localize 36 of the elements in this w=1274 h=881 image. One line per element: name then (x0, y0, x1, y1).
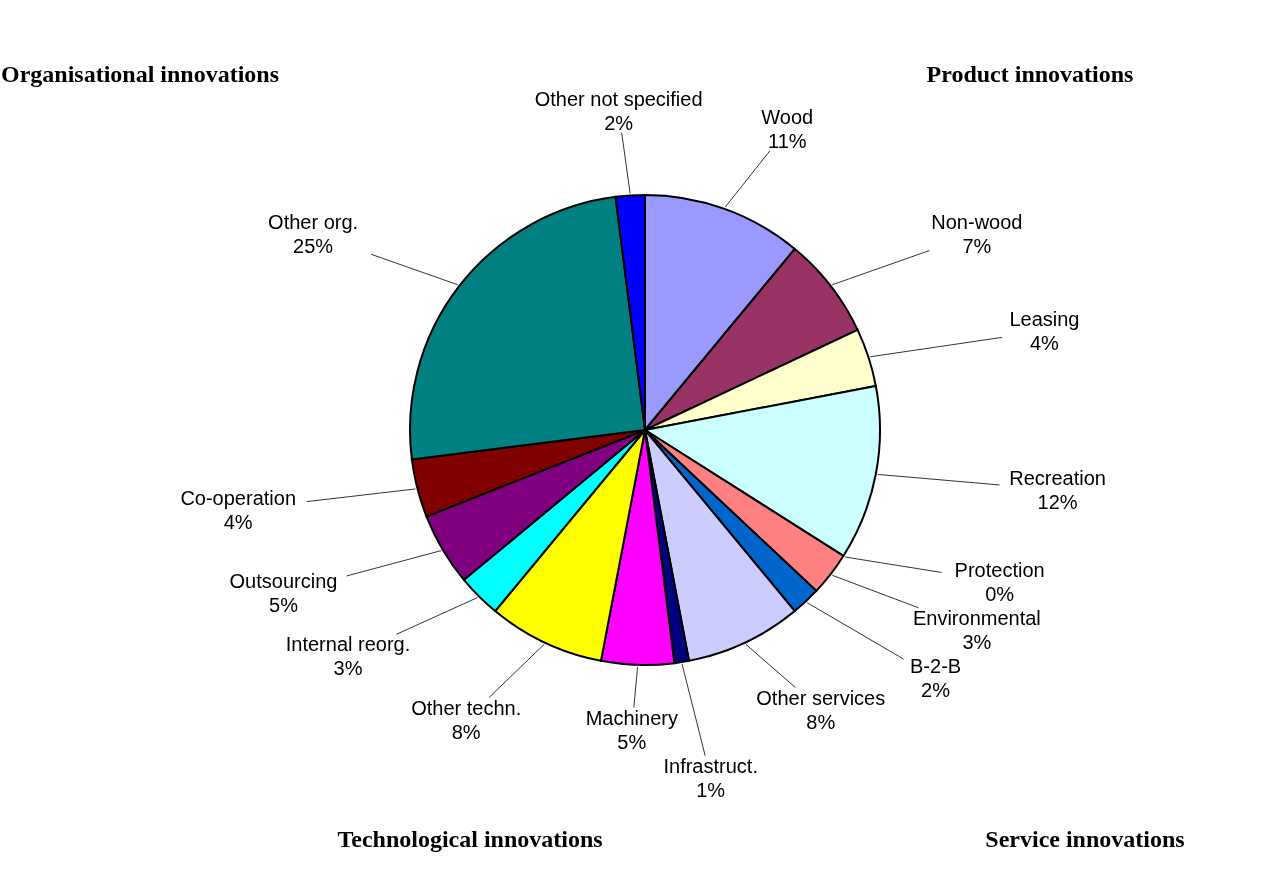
slice-label: Other not specified (534, 87, 703, 110)
text: Service innovations (985, 826, 1185, 852)
data-label: 3% (333, 657, 363, 680)
text: Technological innovations (337, 826, 603, 852)
text: Product innovations (926, 61, 1134, 87)
data-label: 2% (921, 678, 951, 701)
data-label: 4% (1029, 332, 1060, 355)
slice-label: Recreation (1009, 466, 1106, 489)
slice-label: Other services (756, 686, 886, 709)
legend-label: Protection (954, 558, 1045, 581)
slice-label: Co-operation (180, 486, 297, 509)
data-label: 5% (269, 593, 299, 616)
slice-label: Environmental (912, 606, 1041, 629)
slice-label: Other org. (268, 210, 359, 233)
slice-label: Machinery (585, 706, 678, 729)
data-label: 4% (223, 510, 253, 533)
data-label: 8% (806, 710, 836, 733)
slice-label: Infrastruct. (663, 754, 758, 777)
data-label: 7% (962, 234, 992, 257)
slice-label: Internal reorg. (285, 633, 411, 656)
slice-label: Outsourcing (229, 569, 338, 592)
slice-label: Other techn. (411, 696, 522, 719)
data-label: 5% (617, 730, 647, 753)
data-label: 25% (293, 234, 334, 257)
slice-label: Non-wood (931, 210, 1023, 233)
text: Organisational innovations (0, 61, 280, 87)
data-label: 2% (604, 111, 634, 134)
slice-label: Leasing (1009, 308, 1080, 331)
slice-label: Wood (761, 105, 814, 128)
data-label: 1% (696, 778, 726, 801)
text: 0% (985, 582, 1015, 605)
slice-label: B-2-B (910, 654, 962, 677)
data-label: 3% (962, 630, 992, 653)
data-label: 11% (768, 129, 807, 152)
data-label: 12% (1037, 490, 1078, 513)
data-label: 8% (451, 720, 481, 743)
